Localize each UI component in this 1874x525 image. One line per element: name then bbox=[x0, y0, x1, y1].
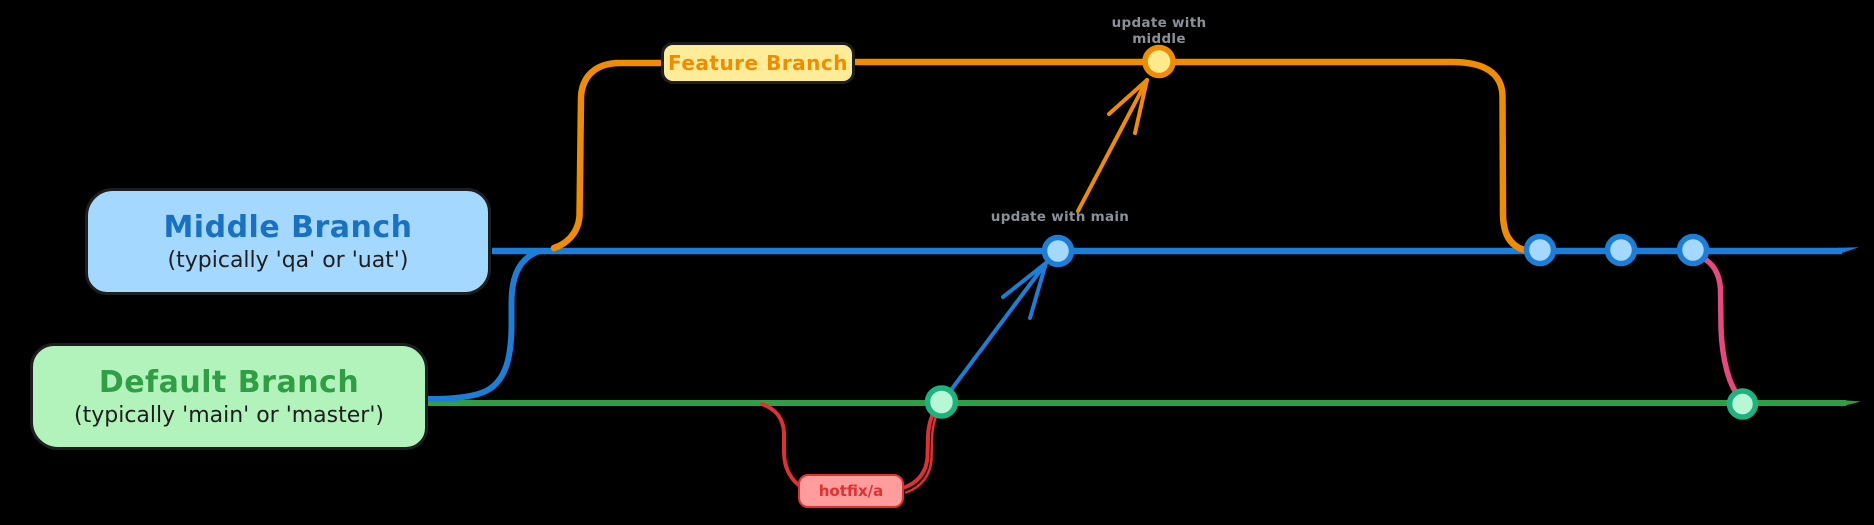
middle-branch-subtitle: (typically 'qa' or 'uat') bbox=[167, 248, 409, 273]
hotfix-branch-label-box: hotfix/a bbox=[798, 474, 904, 508]
update-with-main-arrowhead-right bbox=[1028, 261, 1048, 320]
update-with-middle-arrow-shaft bbox=[1076, 78, 1149, 213]
commit-dot-middle-feature-merge bbox=[1523, 233, 1557, 267]
default-branch-title: Default Branch bbox=[98, 365, 360, 400]
default-branch-label-box: Default Branch (typically 'main' or 'mas… bbox=[30, 343, 428, 450]
hotfix-branch-out-curve bbox=[760, 402, 805, 490]
update-with-middle-arrowhead-left bbox=[1107, 78, 1149, 116]
commit-dot-middle-2 bbox=[1604, 233, 1638, 267]
feature-branch-fork-curve bbox=[550, 59, 665, 252]
middle-branch-label-box: Middle Branch (typically 'qa' or 'uat') bbox=[85, 188, 491, 295]
commit-dot-default-hotfix-merge bbox=[924, 385, 959, 419]
update-with-main-arrowhead-left bbox=[1001, 261, 1048, 299]
feature-branch-line bbox=[852, 58, 1528, 254]
middle-branch-line-tip bbox=[1838, 247, 1859, 255]
default-branch-subtitle: (typically 'main' or 'master') bbox=[74, 403, 384, 428]
commit-dot-default-final-merge bbox=[1726, 388, 1759, 420]
hotfix-branch-label: hotfix/a bbox=[818, 482, 884, 500]
middle-branch-fork-curve bbox=[425, 249, 540, 402]
update-with-main-arrow-shaft bbox=[949, 261, 1048, 392]
annotation-update-with-main: update with main bbox=[990, 209, 1130, 225]
middle-branch-title: Middle Branch bbox=[163, 210, 413, 245]
default-branch-line-tip bbox=[1841, 400, 1861, 407]
feature-branch-label: Feature Branch bbox=[667, 51, 849, 75]
middle-to-default-merge-curve bbox=[1696, 253, 1744, 402]
commit-dot-feature-update bbox=[1142, 44, 1176, 79]
annotation-update-with-middle: update with middle bbox=[1111, 15, 1207, 47]
feature-branch-label-box: Feature Branch bbox=[661, 42, 855, 84]
commit-dot-middle-update bbox=[1041, 234, 1075, 268]
commit-dot-middle-3 bbox=[1676, 233, 1710, 267]
update-with-middle-arrowhead-right bbox=[1133, 78, 1149, 135]
